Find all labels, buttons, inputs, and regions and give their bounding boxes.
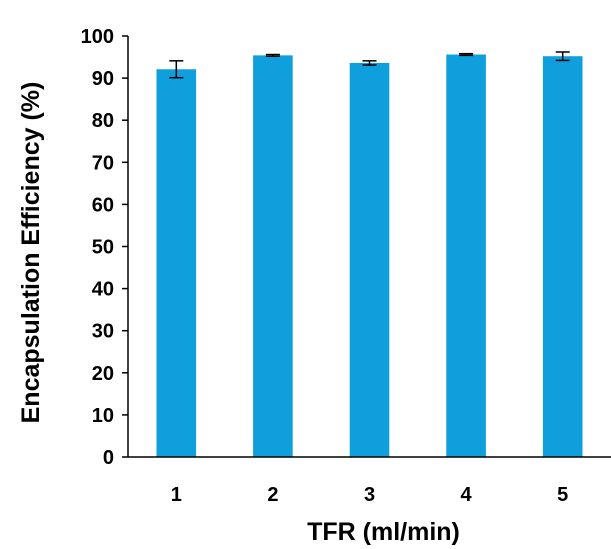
error-bar [555, 51, 570, 62]
bar [446, 54, 486, 458]
bar [349, 62, 390, 457]
y-tick-label: 80 [92, 110, 114, 132]
y-axis-ticks: 0 10 20 30 40 50 60 70 80 90 100 [81, 26, 128, 469]
x-axis-title: TFR (ml/min) [307, 518, 460, 546]
x-tick-label: 1 [171, 484, 182, 506]
error-bar [169, 60, 184, 79]
y-tick-label: 30 [92, 321, 114, 343]
bar [156, 69, 197, 457]
x-tick-label: 5 [557, 484, 568, 506]
y-axis-title: Encapsulation Efficiency (%) [17, 82, 45, 424]
x-tick-label: 4 [461, 484, 473, 506]
error-bars [169, 51, 570, 79]
y-tick-label: 0 [103, 447, 114, 469]
y-tick-label: 100 [81, 26, 114, 48]
y-tick-label: 90 [92, 68, 114, 90]
y-tick-label: 40 [92, 279, 114, 301]
x-tick-label: 3 [364, 484, 375, 506]
bar [253, 55, 293, 458]
error-bar [265, 53, 280, 57]
y-tick-label: 60 [92, 194, 114, 216]
y-tick-label: 50 [92, 237, 114, 259]
x-axis-ticks: 1 2 3 4 5 [171, 484, 569, 506]
y-tick-label: 10 [92, 405, 114, 427]
y-tick-label: 70 [92, 152, 114, 174]
error-bar [459, 52, 474, 57]
y-tick-label: 20 [92, 363, 114, 385]
bars [156, 54, 583, 458]
bar [542, 56, 583, 457]
x-tick-label: 2 [267, 484, 278, 506]
error-bar [362, 60, 377, 66]
